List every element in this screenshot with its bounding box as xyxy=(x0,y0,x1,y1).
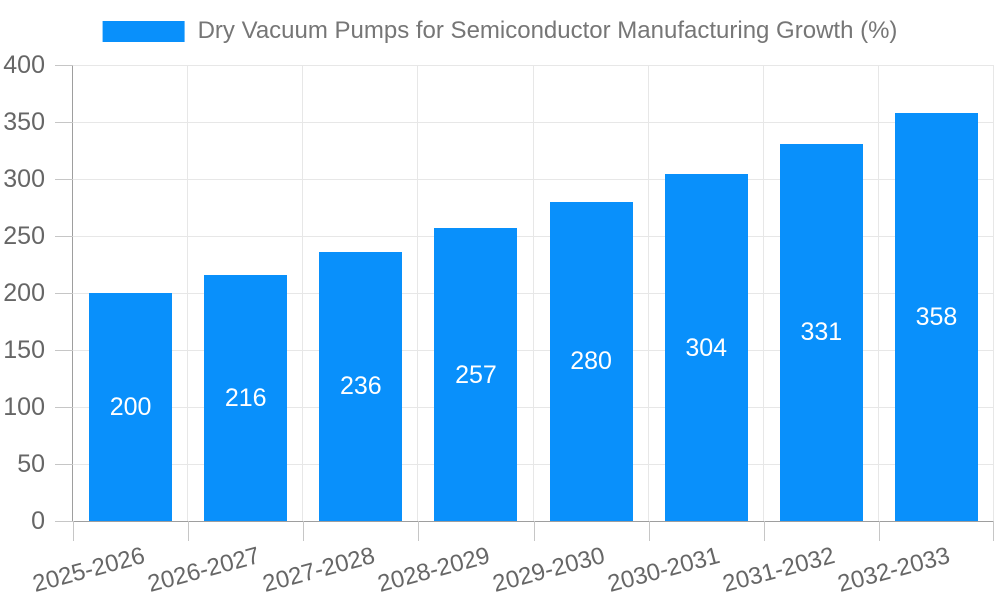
x-tick-mark xyxy=(73,521,74,541)
h-gridline xyxy=(73,65,994,66)
bar[interactable]: 304 xyxy=(664,174,748,521)
bar[interactable]: 216 xyxy=(204,274,288,521)
bar[interactable]: 331 xyxy=(779,143,863,521)
x-tick-mark xyxy=(993,521,994,541)
bar-value-label: 358 xyxy=(915,302,958,331)
y-tick-mark xyxy=(55,464,73,465)
h-gridline xyxy=(73,293,994,294)
bar-value-label: 331 xyxy=(800,318,843,347)
y-tick-mark xyxy=(55,521,73,522)
x-tick-mark xyxy=(763,521,765,541)
y-tick-mark xyxy=(55,407,73,408)
bar[interactable]: 200 xyxy=(89,293,173,521)
v-gridline xyxy=(647,65,649,521)
chart-title: Dry Vacuum Pumps for Semiconductor Manuf… xyxy=(197,17,898,44)
y-tick-mark xyxy=(55,350,73,351)
y-tick-label: 350 xyxy=(3,108,45,136)
v-gridline xyxy=(532,65,534,521)
v-gridline xyxy=(762,65,764,521)
h-gridline xyxy=(73,464,994,465)
bar[interactable]: 257 xyxy=(434,228,518,521)
legend-item[interactable]: Dry Vacuum Pumps for Semiconductor Manuf… xyxy=(102,17,898,45)
y-tick-mark xyxy=(55,236,73,237)
y-tick-label: 100 xyxy=(3,393,45,421)
v-gridline xyxy=(302,65,304,521)
h-gridline xyxy=(73,122,994,123)
y-tick-mark xyxy=(55,293,73,294)
h-gridline xyxy=(73,350,994,351)
bar-value-label: 216 xyxy=(224,383,267,412)
bar[interactable]: 358 xyxy=(894,112,978,521)
x-tick-mark xyxy=(648,521,650,541)
x-tick-mark xyxy=(418,521,420,541)
v-gridline xyxy=(877,65,879,521)
y-tick-mark xyxy=(55,65,73,66)
y-tick-label: 0 xyxy=(31,507,45,535)
bar-value-label: 257 xyxy=(455,360,497,389)
h-gridline xyxy=(73,407,994,408)
y-tick-label: 200 xyxy=(3,279,45,307)
bar-value-label: 280 xyxy=(570,347,612,376)
bar-value-label: 236 xyxy=(339,372,382,401)
x-tick-mark xyxy=(303,521,305,541)
y-tick-label: 300 xyxy=(3,165,45,193)
bar[interactable]: 236 xyxy=(319,251,403,521)
y-tick-label: 50 xyxy=(17,450,45,478)
v-gridline xyxy=(993,65,994,521)
x-tick-mark xyxy=(533,521,535,541)
bar-value-label: 200 xyxy=(109,393,152,421)
y-tick-label: 150 xyxy=(3,336,45,364)
h-gridline xyxy=(73,236,994,237)
y-tick-mark xyxy=(55,122,73,123)
v-gridline xyxy=(187,65,189,521)
bar[interactable]: 280 xyxy=(549,201,633,521)
plot-area: 0 50 100 150 200 250 300 350 400 200 216 236 257 280 3… xyxy=(3,51,994,598)
x-tick-mark xyxy=(878,521,880,541)
h-gridline xyxy=(73,179,994,180)
bar-value-label: 304 xyxy=(685,333,728,362)
v-gridline xyxy=(417,65,419,521)
y-tick-label: 400 xyxy=(3,51,45,79)
y-tick-label: 250 xyxy=(3,222,45,250)
x-tick-mark xyxy=(188,521,190,541)
legend-swatch xyxy=(102,20,185,42)
y-tick-mark xyxy=(55,179,73,180)
